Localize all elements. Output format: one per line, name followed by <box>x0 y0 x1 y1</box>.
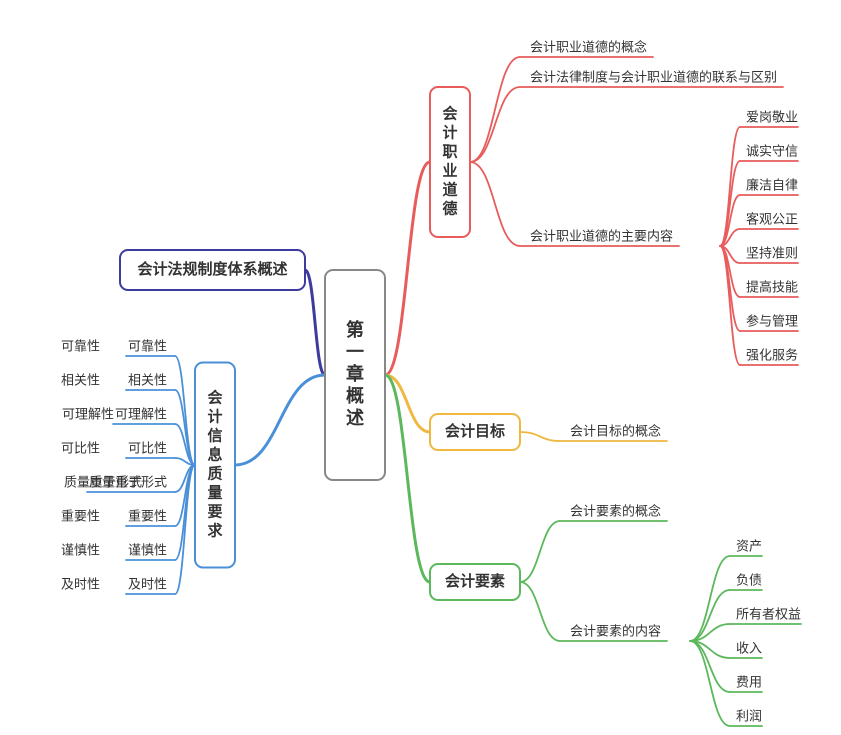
svg-text:要: 要 <box>207 503 222 520</box>
svg-text:会计法律制度与会计职业道德的联系与区别: 会计法律制度与会计职业道德的联系与区别 <box>530 69 777 84</box>
svg-text:坚持准则: 坚持准则 <box>746 245 798 260</box>
svg-text:德: 德 <box>442 199 457 217</box>
svg-text:可理解性: 可理解性 <box>62 406 114 421</box>
svg-text:道: 道 <box>442 180 457 198</box>
svg-text:费用: 费用 <box>736 674 762 689</box>
svg-text:可靠性: 可靠性 <box>61 338 100 353</box>
svg-text:会计职业道德的概念: 会计职业道德的概念 <box>530 39 647 54</box>
svg-text:可比性: 可比性 <box>128 440 167 455</box>
svg-text:资产: 资产 <box>736 538 762 553</box>
svg-text:爱岗敬业: 爱岗敬业 <box>746 109 798 124</box>
svg-text:所有者权益: 所有者权益 <box>736 606 801 621</box>
svg-text:会计法规制度体系概述: 会计法规制度体系概述 <box>137 260 287 278</box>
svg-text:重要性: 重要性 <box>128 508 167 523</box>
svg-text:质: 质 <box>207 464 222 482</box>
svg-text:可比性: 可比性 <box>61 440 100 455</box>
svg-text:职: 职 <box>442 143 457 160</box>
svg-text:质量重于形式: 质量重于形式 <box>89 474 167 489</box>
svg-text:息: 息 <box>207 445 222 463</box>
svg-text:会计目标: 会计目标 <box>445 422 505 440</box>
svg-text:负债: 负债 <box>736 572 762 587</box>
svg-text:会计要素: 会计要素 <box>445 572 505 590</box>
svg-text:会计目标的概念: 会计目标的概念 <box>570 423 661 438</box>
svg-text:相关性: 相关性 <box>61 372 100 387</box>
mindmap-canvas: 第一章概述会计法规制度体系概述会计信息质量要求会计职业道德会计目标会计要素可靠性… <box>0 0 841 735</box>
svg-text:廉洁自律: 廉洁自律 <box>746 177 798 192</box>
svg-text:参与管理: 参与管理 <box>746 313 798 328</box>
svg-text:诚实守信: 诚实守信 <box>746 143 798 158</box>
svg-text:可靠性: 可靠性 <box>128 338 167 353</box>
svg-text:相关性: 相关性 <box>128 372 167 387</box>
svg-text:第: 第 <box>346 319 364 340</box>
svg-text:述: 述 <box>346 408 364 428</box>
svg-text:计: 计 <box>207 407 222 425</box>
svg-text:客观公正: 客观公正 <box>746 211 798 226</box>
svg-text:计: 计 <box>442 123 457 141</box>
svg-text:量: 量 <box>207 484 222 501</box>
svg-text:及时性: 及时性 <box>128 576 167 591</box>
svg-text:求: 求 <box>207 521 223 539</box>
svg-text:及时性: 及时性 <box>61 576 100 591</box>
svg-text:信: 信 <box>207 426 222 444</box>
svg-text:一: 一 <box>346 342 364 362</box>
svg-text:会计职业道德的主要内容: 会计职业道德的主要内容 <box>530 228 673 243</box>
svg-text:会计要素的内容: 会计要素的内容 <box>570 623 661 638</box>
svg-text:谨慎性: 谨慎性 <box>61 542 100 557</box>
svg-text:会计要素的概念: 会计要素的概念 <box>570 503 661 518</box>
svg-text:业: 业 <box>442 162 457 179</box>
svg-text:可理解性: 可理解性 <box>115 406 167 421</box>
svg-text:重要性: 重要性 <box>61 508 100 523</box>
svg-text:概: 概 <box>346 385 364 406</box>
svg-text:会: 会 <box>442 104 457 122</box>
svg-text:利润: 利润 <box>736 708 762 723</box>
svg-text:强化服务: 强化服务 <box>746 347 798 362</box>
svg-text:谨慎性: 谨慎性 <box>128 542 167 557</box>
svg-text:收入: 收入 <box>736 640 762 655</box>
svg-text:会: 会 <box>207 388 222 406</box>
svg-text:提高技能: 提高技能 <box>746 279 798 294</box>
svg-text:章: 章 <box>346 363 364 384</box>
